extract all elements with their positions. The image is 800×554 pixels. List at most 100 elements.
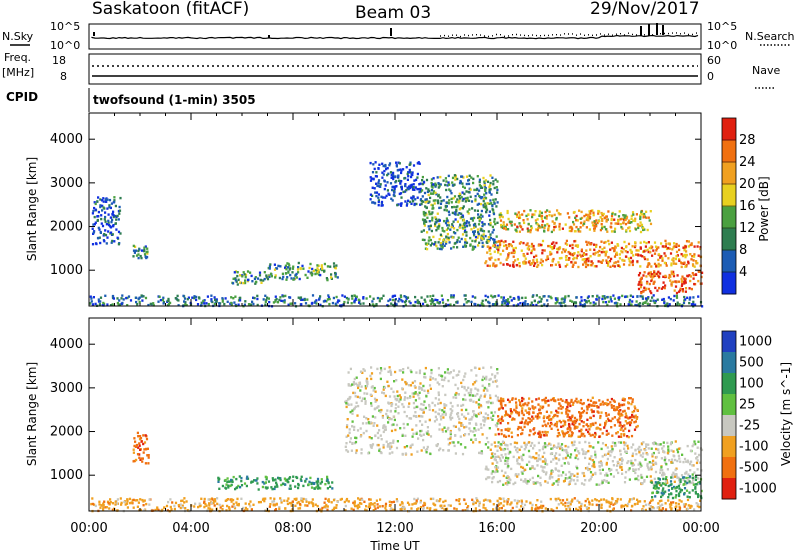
data-cell	[277, 477, 280, 480]
data-cell	[544, 459, 547, 462]
data-cell	[421, 415, 424, 418]
data-cell	[520, 457, 523, 461]
data-cell	[116, 509, 119, 512]
data-cell	[546, 481, 549, 484]
data-cell	[162, 302, 165, 305]
data-cell	[437, 402, 440, 405]
data-cell	[391, 298, 394, 302]
data-cell	[177, 504, 180, 507]
data-cell	[467, 412, 470, 415]
data-cell	[527, 222, 530, 226]
data-cell	[649, 466, 652, 470]
data-cell	[648, 501, 652, 504]
data-cell	[409, 301, 412, 305]
data-cell	[617, 296, 620, 299]
data-cell	[604, 301, 607, 304]
data-cell	[471, 245, 475, 248]
data-cell	[613, 230, 616, 233]
data-cell	[507, 298, 510, 301]
data-cell	[491, 470, 494, 473]
data-cell	[279, 478, 282, 482]
data-cell	[399, 294, 402, 297]
noise-sky-trace	[91, 34, 699, 40]
data-cell	[616, 222, 619, 225]
data-cell	[301, 497, 304, 501]
data-cell	[306, 276, 309, 279]
data-cell	[132, 451, 135, 454]
data-cell	[468, 427, 471, 430]
data-cell	[111, 239, 114, 243]
data-cell	[614, 222, 617, 225]
data-cell	[576, 472, 579, 475]
data-cell	[548, 214, 551, 217]
data-cell	[465, 190, 468, 193]
data-cell	[537, 441, 540, 445]
data-cell	[530, 506, 534, 510]
data-cell	[566, 498, 569, 501]
data-cell	[421, 182, 424, 186]
data-cell	[254, 276, 257, 279]
data-cell	[530, 249, 533, 252]
data-cell	[610, 468, 613, 471]
data-cell	[540, 214, 544, 218]
data-cell	[565, 258, 568, 261]
data-cell	[265, 298, 268, 302]
data-cell	[488, 301, 491, 305]
data-cell	[502, 263, 505, 266]
data-cell	[628, 263, 631, 267]
data-cell	[536, 229, 539, 232]
data-cell	[697, 254, 700, 257]
data-cell	[469, 188, 472, 191]
data-cell	[554, 456, 557, 459]
data-cell	[488, 264, 491, 268]
data-cell	[453, 205, 456, 209]
noise-spike	[662, 25, 664, 35]
data-cell	[493, 220, 496, 223]
data-cell	[323, 269, 326, 273]
data-cell	[578, 452, 581, 455]
data-cell	[620, 468, 624, 471]
data-cell	[561, 227, 564, 230]
data-cell	[100, 504, 103, 507]
colorbar-tick-label: 8	[739, 243, 747, 258]
data-cell	[680, 474, 684, 477]
data-cell	[467, 221, 471, 224]
data-cell	[493, 411, 497, 414]
data-cell	[410, 453, 413, 456]
data-cell	[486, 295, 490, 299]
data-cell	[471, 217, 474, 220]
data-cell	[341, 294, 344, 297]
data-cell	[409, 384, 413, 387]
data-cell	[136, 431, 139, 435]
data-cell	[404, 391, 407, 394]
data-cell	[692, 483, 695, 486]
data-cell	[353, 377, 356, 381]
data-cell	[530, 226, 533, 230]
data-cell	[512, 455, 515, 459]
data-cell	[553, 225, 556, 229]
data-cell	[489, 174, 492, 177]
data-cell	[276, 301, 280, 304]
data-cell	[123, 500, 126, 504]
data-cell	[485, 375, 488, 379]
data-cell	[488, 476, 491, 479]
data-cell	[570, 260, 573, 264]
data-cell	[464, 433, 467, 436]
data-cell	[675, 250, 679, 254]
data-cell	[539, 412, 542, 415]
data-cell	[617, 298, 620, 301]
data-cell	[444, 393, 447, 397]
data-cell	[478, 406, 481, 409]
data-cell	[241, 275, 244, 278]
noise-spike	[640, 26, 642, 36]
data-cell	[484, 234, 487, 238]
data-cell	[471, 415, 474, 419]
data-cell	[93, 215, 96, 219]
data-cell	[431, 207, 434, 210]
data-cell	[536, 499, 539, 502]
data-cell	[639, 216, 642, 219]
data-cell	[244, 506, 247, 510]
data-cell	[562, 248, 565, 251]
data-cell	[683, 282, 686, 285]
